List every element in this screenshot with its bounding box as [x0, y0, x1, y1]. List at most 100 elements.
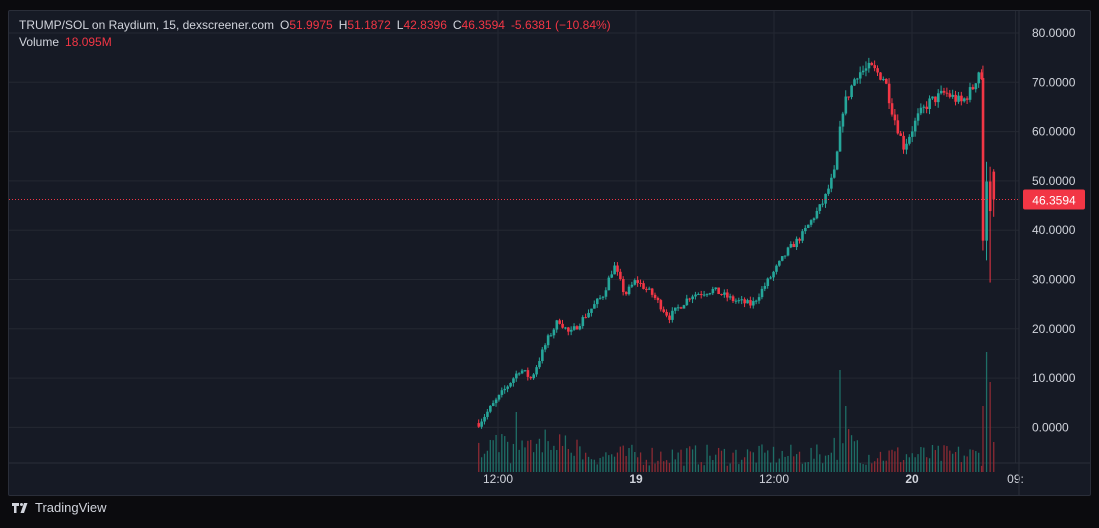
volume-bar	[876, 458, 879, 472]
candle-body	[928, 98, 931, 109]
candle-body	[702, 294, 706, 296]
candle-body	[977, 72, 981, 84]
volume-bar	[686, 448, 688, 472]
volume-bar	[830, 452, 832, 472]
volume-bar	[952, 453, 954, 472]
volume-bar	[642, 464, 645, 472]
candle-body	[543, 345, 547, 350]
volume-bar	[677, 452, 679, 472]
candle-body	[726, 292, 729, 298]
candle-body	[621, 279, 625, 292]
candle-body	[668, 315, 671, 320]
volume-label[interactable]: Volume	[19, 35, 60, 49]
candle-body	[882, 78, 885, 80]
candle-body	[763, 286, 767, 289]
x-tick-label: 09:	[1007, 472, 1024, 486]
candle-body	[613, 265, 616, 275]
volume-bar	[616, 452, 619, 472]
candle-body	[645, 288, 648, 290]
volume-bar	[853, 441, 856, 472]
candle-body	[691, 296, 694, 300]
y-tick-label: 80.0000	[1032, 26, 1076, 40]
volume-bar	[946, 446, 948, 472]
volume-bar	[845, 406, 847, 472]
candle-body	[760, 288, 764, 298]
candle-body	[876, 68, 879, 73]
volume-bar	[911, 453, 913, 472]
volume-bar	[486, 450, 489, 472]
volume-bar	[798, 451, 801, 472]
volume-bar	[821, 463, 824, 472]
volume-bar	[631, 444, 633, 472]
candle-body	[630, 284, 634, 287]
volume-bar	[856, 440, 858, 472]
volume-bar	[527, 440, 529, 472]
volume-bar	[993, 442, 995, 472]
candle-body	[772, 271, 775, 278]
candle-body	[708, 293, 712, 295]
candle-body	[541, 349, 544, 362]
candle-body	[775, 265, 778, 272]
candle-body	[942, 90, 946, 93]
candle-body	[838, 126, 842, 152]
volume-bar	[596, 464, 598, 472]
volume-bar	[663, 461, 665, 472]
close-label: C	[452, 18, 462, 32]
volume-bar	[882, 460, 884, 472]
candle-body	[873, 65, 877, 69]
candle-body	[509, 382, 512, 387]
candle-body	[893, 114, 897, 121]
candle-body	[769, 277, 772, 279]
volume-bar	[975, 451, 977, 472]
candle-body	[665, 311, 668, 316]
candle-body	[879, 72, 882, 80]
tradingview-footer[interactable]: TradingView	[12, 500, 107, 515]
volume-bar	[917, 454, 919, 472]
ohlc-row: TRUMP/SOL on Raydium, 15, dexscreener.co…	[19, 17, 617, 34]
candle-body	[971, 87, 975, 90]
candle-body	[749, 300, 752, 306]
candlestick-chart[interactable]: 80.0000 70.0000 60.0000 50.0000 40.0000 30.00…	[9, 11, 1090, 495]
candle-body	[520, 370, 524, 374]
high-value: 51.1872	[347, 18, 391, 32]
volume-bar	[654, 463, 656, 472]
volume-bar	[923, 447, 925, 472]
candle-body	[555, 320, 559, 330]
tradingview-brand: TradingView	[35, 500, 107, 515]
candle-body	[954, 94, 957, 102]
volume-bar	[590, 459, 593, 472]
volume-bar	[969, 449, 971, 472]
candle-body	[700, 294, 703, 296]
candle-body	[711, 288, 715, 294]
candle-body	[564, 327, 567, 329]
volume-bar	[767, 450, 769, 472]
volume-bar	[758, 445, 760, 472]
candle-body	[717, 287, 720, 295]
volume-bar	[619, 446, 621, 472]
volume-bar	[793, 456, 795, 472]
volume-bar	[524, 447, 526, 472]
x-tick-label: 12:00	[759, 472, 789, 486]
chart-frame: 80.0000 70.0000 60.0000 50.0000 40.0000 30.00…	[8, 10, 1091, 496]
y-tick-label: 40.0000	[1032, 223, 1076, 237]
volume-bar	[764, 452, 766, 472]
candle-body	[552, 329, 556, 336]
volume-bar	[585, 452, 587, 472]
candle-body	[801, 231, 804, 241]
volume-bar	[709, 455, 711, 472]
volume-bar	[949, 450, 951, 472]
volume-bar	[689, 446, 691, 472]
volume-bar	[553, 445, 555, 472]
volume-bar	[712, 460, 714, 472]
volume-bar	[559, 434, 561, 472]
candle-body	[804, 227, 807, 232]
volume-bar	[706, 444, 708, 472]
volume-bar	[836, 459, 838, 472]
volume-bar	[928, 458, 931, 472]
volume-bar	[576, 439, 578, 472]
volume-bar	[645, 459, 648, 472]
symbol-title[interactable]: TRUMP/SOL on Raydium, 15, dexscreener.co…	[19, 18, 274, 32]
candle-body	[671, 310, 674, 320]
candle-body	[590, 308, 593, 313]
low-value: 42.8396	[403, 18, 447, 32]
